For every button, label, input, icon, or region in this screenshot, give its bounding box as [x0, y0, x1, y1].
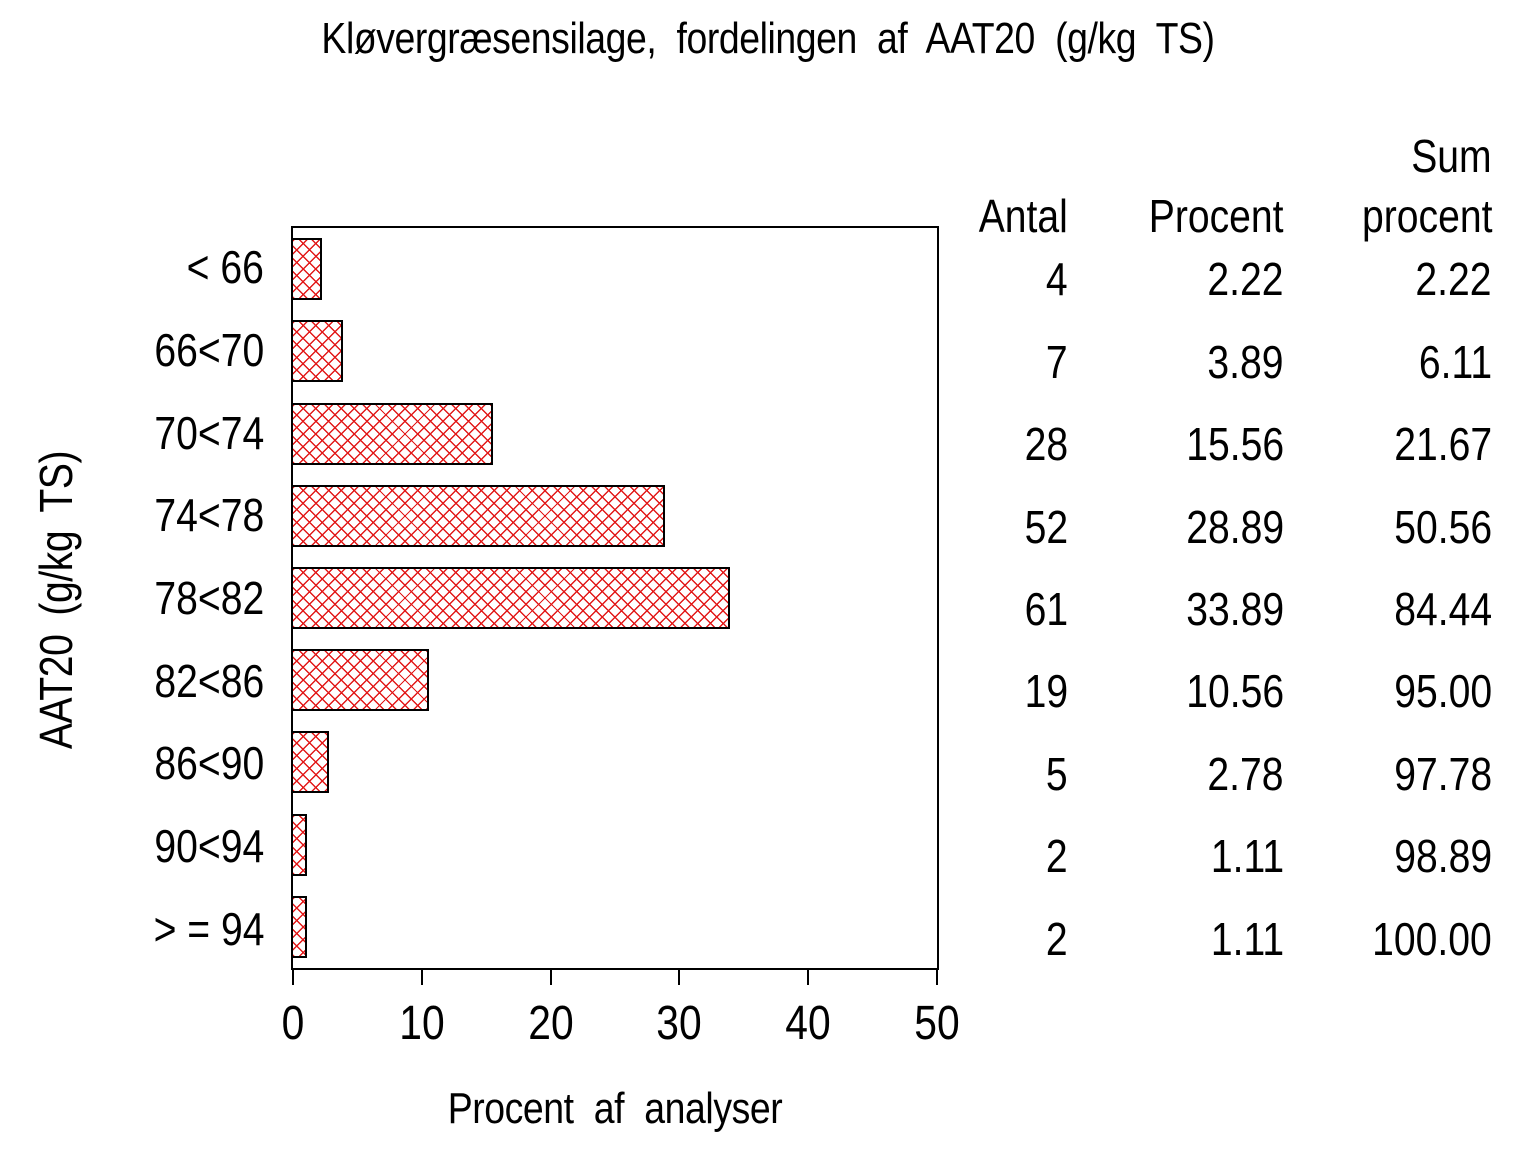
cell-antal: 2: [1046, 912, 1068, 965]
cell-sum-procent: 84.44: [1394, 582, 1492, 635]
cell-antal: 52: [1024, 500, 1068, 553]
cell-sum-procent: 95.00: [1394, 665, 1492, 718]
category-label: > = 94: [153, 902, 264, 955]
table-header-antal: Antal: [978, 190, 1068, 242]
x-tick: [420, 970, 423, 985]
table-header-procent: Procent: [1149, 190, 1284, 242]
x-axis-label: Procent af analyser: [447, 1084, 783, 1133]
category-label: 66<70: [154, 324, 264, 376]
x-axis-ticks: 0 10 20 30 40 50: [282, 970, 960, 1060]
category-label: 74<78: [154, 489, 264, 542]
table-row: 28 15.56 21.67: [900, 403, 1492, 485]
cell-antal: 19: [1024, 665, 1068, 718]
cell-antal: 5: [1046, 747, 1068, 800]
x-tick: [807, 970, 810, 985]
bar: [293, 320, 344, 383]
bar: [293, 813, 308, 876]
bar: [293, 649, 429, 712]
x-tick-label: 40: [785, 997, 831, 1050]
x-tick-label: 50: [914, 997, 960, 1050]
table-header-spacer: [900, 126, 1068, 186]
bar: [293, 895, 308, 958]
bar-band: [293, 475, 937, 557]
frequency-table: 4 2.22 2.22 7 3.89 6.11 28 15.56 21.67 5…: [900, 238, 1492, 980]
x-tick: [292, 970, 294, 985]
table-row: 52 28.89 50.56: [900, 485, 1492, 567]
category-label: < 66: [186, 241, 264, 294]
table-row: 19 10.56 95.00: [900, 650, 1492, 732]
chart-title: Kløvergræsensilage, fordelingen af AAT20…: [321, 14, 1215, 63]
cell-antal: 61: [1024, 582, 1068, 635]
table-row: 4 2.22 2.22: [900, 238, 1492, 320]
category-label: 78<82: [154, 572, 264, 625]
cell-antal: 7: [1046, 335, 1068, 388]
bar: [293, 484, 666, 547]
x-tick-label: 20: [527, 997, 574, 1050]
category-label: 70<74: [154, 406, 264, 459]
table-row: 7 3.89 6.11: [900, 320, 1492, 402]
table-row: 2 1.11 98.89: [900, 815, 1492, 897]
cell-sum-procent: 98.89: [1394, 830, 1492, 883]
table-header: Sum Antal Procent procent: [900, 126, 1492, 246]
bar-band: [293, 228, 937, 310]
cell-sum-procent: 97.78: [1394, 747, 1492, 800]
table-header-sum-line1: Sum: [1411, 130, 1492, 182]
bar-band: [293, 557, 937, 639]
table-row: 5 2.78 97.78: [900, 733, 1492, 815]
bar: [293, 402, 494, 465]
cell-antal: 28: [1024, 418, 1068, 471]
cell-procent: 2.22: [1207, 253, 1284, 306]
cell-sum-procent: 50.56: [1394, 500, 1492, 553]
x-tick-label: 10: [399, 997, 445, 1050]
category-axis: < 66 66<70 70<74 74<78 78<82 82<86 86<90…: [0, 226, 264, 970]
bar-band: [293, 886, 937, 968]
bar: [293, 731, 329, 794]
cell-sum-procent: 100.00: [1372, 912, 1492, 965]
cell-procent: 2.78: [1207, 747, 1284, 800]
cell-procent: 15.56: [1186, 418, 1284, 471]
x-tick-label: 30: [656, 997, 703, 1050]
cell-antal: 2: [1046, 830, 1068, 883]
cell-antal: 4: [1046, 253, 1068, 306]
category-label: 82<86: [154, 654, 264, 707]
cell-sum-procent: 2.22: [1415, 253, 1492, 306]
x-tick: [678, 970, 681, 985]
x-tick: [936, 970, 938, 985]
table-row: 2 1.11 100.00: [900, 898, 1492, 980]
bar-band: [293, 392, 937, 474]
plot-area: [291, 226, 939, 970]
bar-band: [293, 721, 937, 803]
cell-procent: 1.11: [1210, 830, 1284, 883]
cell-procent: 3.89: [1207, 335, 1284, 388]
category-label: 90<94: [154, 820, 264, 873]
x-tick-label: 0: [281, 997, 305, 1050]
category-label: 86<90: [154, 737, 264, 790]
cell-sum-procent: 6.11: [1418, 335, 1492, 388]
bar-band: [293, 639, 937, 721]
cell-procent: 1.11: [1210, 912, 1284, 965]
cell-procent: 28.89: [1186, 500, 1284, 553]
bar: [293, 238, 322, 301]
bar: [293, 566, 730, 629]
table-row: 61 33.89 84.44: [900, 568, 1492, 650]
cell-procent: 10.56: [1186, 665, 1284, 718]
table-header-spacer: [1068, 126, 1284, 186]
x-tick: [549, 970, 552, 985]
bar-band: [293, 310, 937, 392]
cell-sum-procent: 21.67: [1394, 418, 1492, 471]
table-header-sum-line2: procent: [1361, 190, 1492, 242]
cell-procent: 33.89: [1186, 582, 1284, 635]
bar-band: [293, 804, 937, 886]
